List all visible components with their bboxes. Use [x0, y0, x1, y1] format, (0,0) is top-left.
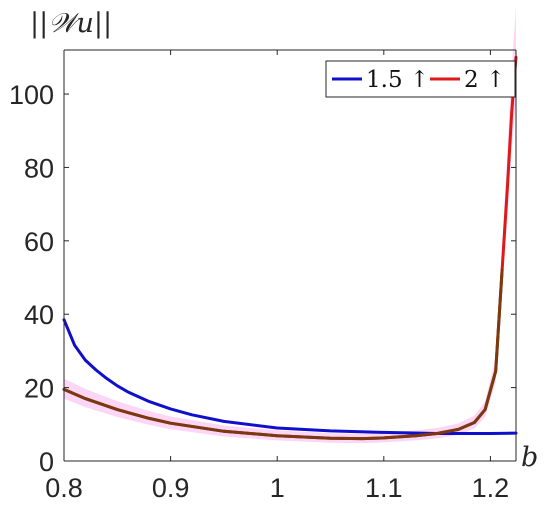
y-tick-label: 20: [24, 374, 54, 404]
y-tick-label: 60: [24, 227, 54, 257]
series-line-1: [62, 318, 518, 435]
x-tick-label: 0.9: [152, 473, 190, 503]
legend-label-1: 1.5 ↑: [366, 67, 429, 93]
series-line-2: [62, 55, 518, 441]
y-tick-label: 80: [24, 153, 54, 183]
overlay-line: [62, 268, 504, 441]
x-tick-label: 0.8: [45, 473, 83, 503]
y-tick-label: 0: [39, 447, 54, 477]
y-tick-label: 100: [9, 80, 54, 110]
axes: [63, 49, 517, 462]
x-axis-label: b: [521, 442, 538, 473]
legend: 1.5 ↑ 2 ↑: [325, 60, 516, 98]
x-tick-label: 1: [270, 473, 285, 503]
x-tick-label: 1.2: [472, 473, 510, 503]
legend-label-2: 2 ↑: [464, 67, 505, 93]
y-tick-label: 40: [24, 300, 54, 330]
x-tick-label: 1.1: [365, 473, 403, 503]
tick-labels: 0.8 0.9 1 1.1 1.2 0 20 40 60 80 100: [9, 80, 509, 503]
y-axis-label: ||𝒲u||: [30, 8, 112, 39]
shaded-band-area: [64, 6, 516, 444]
shaded-band: [64, 6, 516, 444]
legend-box: [325, 60, 516, 98]
series-lines: [62, 55, 518, 441]
